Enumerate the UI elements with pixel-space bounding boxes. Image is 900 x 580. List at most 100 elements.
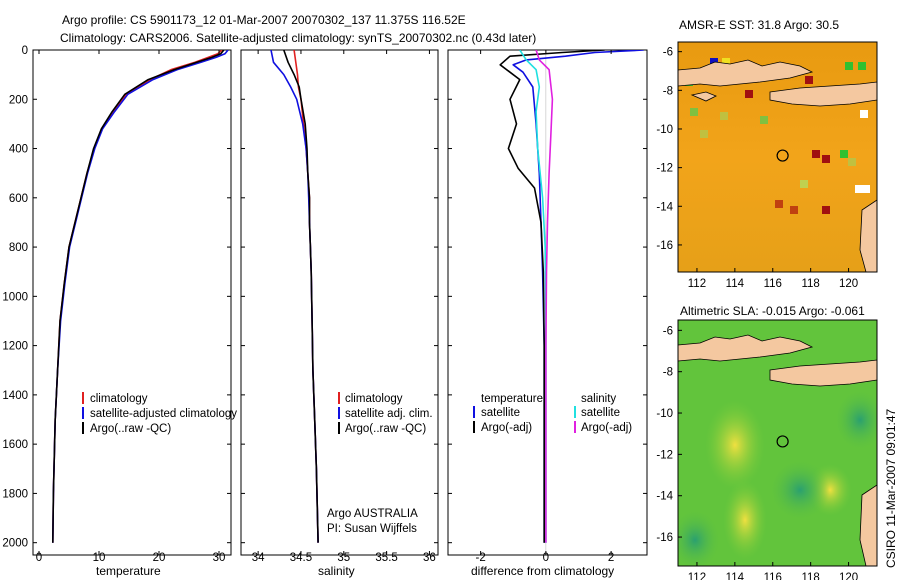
sla-map-frame bbox=[677, 319, 878, 567]
australia-land bbox=[859, 484, 877, 566]
series-line bbox=[283, 50, 319, 543]
temperature-panel bbox=[32, 49, 232, 556]
legend-sal-satellite: satellite bbox=[581, 407, 620, 419]
depth-tick-label: 2000 bbox=[2, 538, 28, 550]
depth-tick-label: 800 bbox=[9, 242, 28, 254]
sla-low bbox=[678, 510, 720, 566]
legend-climatology: climatology bbox=[90, 393, 148, 405]
legend-satellite-adjusted: satellite-adjusted climatology bbox=[90, 408, 237, 420]
sst-map-frame bbox=[677, 41, 878, 273]
lon-tick-label: 112 bbox=[688, 278, 706, 290]
salinity-xlabel: salinity bbox=[318, 564, 355, 578]
annotation-pi: PI: Susan Wijffels bbox=[327, 523, 417, 535]
lon-tick-label: 114 bbox=[726, 278, 745, 290]
lon-tick-label: 114 bbox=[726, 572, 745, 580]
island-land bbox=[690, 91, 717, 102]
x-tick-label: 35.5 bbox=[375, 552, 397, 564]
series-line bbox=[293, 50, 319, 543]
difference-legend: temperature satellite Argo(-adj) salinit… bbox=[473, 393, 632, 434]
sla-low bbox=[770, 460, 830, 520]
sst-cell bbox=[858, 62, 866, 70]
sst-cell bbox=[812, 150, 820, 158]
x-tick-label: 30 bbox=[213, 552, 226, 564]
depth-axis: 0 200 400 600 800 1000 1200 1400 1600 1800 2000 bbox=[2, 45, 647, 550]
sst-map-axes: 112 114 116 118 120 -6 -8 -10 -12 -14 -16 bbox=[656, 47, 858, 290]
salinity-panel bbox=[240, 49, 439, 556]
sst-cell bbox=[800, 180, 808, 188]
sst-cell bbox=[845, 62, 853, 70]
sst-cell bbox=[862, 185, 870, 193]
sst-cell bbox=[722, 58, 730, 66]
lat-tick-label: -12 bbox=[656, 449, 673, 461]
temperature-legend: climatology satellite-adjusted climatolo… bbox=[82, 392, 237, 435]
series-line bbox=[512, 50, 644, 543]
lat-tick-label: -6 bbox=[663, 325, 673, 337]
legend-title-salinity: salinity bbox=[581, 393, 616, 405]
lat-tick-label: -8 bbox=[663, 85, 673, 97]
difference-series bbox=[499, 50, 644, 555]
lat-tick-label: -16 bbox=[656, 532, 673, 544]
x-tick-label: -2 bbox=[476, 552, 486, 564]
depth-tick-label: 400 bbox=[9, 144, 28, 156]
depth-tick-label: 1000 bbox=[2, 291, 28, 303]
lon-tick-label: 118 bbox=[801, 278, 819, 290]
depth-tick-label: 0 bbox=[22, 45, 28, 57]
lat-tick-label: -14 bbox=[656, 201, 673, 213]
x-tick-label: 10 bbox=[93, 552, 106, 564]
lat-tick-label: -8 bbox=[663, 367, 673, 379]
x-tick-label: 35 bbox=[337, 552, 350, 564]
nusa-tenggara-land bbox=[769, 81, 877, 107]
legend-title-temperature: temperature bbox=[481, 393, 543, 405]
depth-tick-label: 1200 bbox=[2, 341, 28, 353]
sst-cell bbox=[860, 110, 868, 118]
lat-tick-label: -16 bbox=[656, 240, 673, 252]
depth-tick-label: 1600 bbox=[2, 439, 28, 451]
temperature-xlabel: temperature bbox=[96, 564, 161, 578]
series-line bbox=[52, 50, 229, 543]
x-tick-label: 2 bbox=[608, 552, 614, 564]
lat-tick-label: -12 bbox=[656, 163, 673, 175]
australia-land bbox=[859, 199, 877, 272]
lon-tick-label: 112 bbox=[688, 572, 706, 580]
lat-tick-label: -6 bbox=[663, 47, 673, 59]
x-tick-label: 34 bbox=[252, 552, 265, 564]
sst-cell bbox=[822, 155, 830, 163]
nusa-tenggara-land bbox=[769, 359, 877, 387]
sst-cell bbox=[790, 206, 798, 214]
sst-cell bbox=[855, 185, 863, 193]
series-line bbox=[499, 50, 605, 543]
lon-tick-label: 118 bbox=[801, 572, 819, 580]
sst-cell bbox=[840, 150, 848, 158]
x-tick-label: 34.5 bbox=[290, 552, 312, 564]
difference-panel bbox=[447, 49, 648, 556]
x-tick-label: 0 bbox=[543, 552, 549, 564]
sst-cell bbox=[690, 108, 698, 116]
java-land bbox=[678, 334, 814, 362]
sst-cell bbox=[822, 206, 830, 214]
sst-cell bbox=[775, 200, 783, 208]
sla-low bbox=[835, 390, 877, 450]
salinity-series bbox=[270, 50, 319, 543]
float-marker bbox=[776, 435, 789, 448]
lon-tick-label: 116 bbox=[764, 278, 782, 290]
legend-argo: Argo(..raw -QC) bbox=[345, 423, 426, 435]
sla-high bbox=[705, 400, 765, 490]
lon-tick-label: 120 bbox=[839, 278, 858, 290]
timestamp-stamp: CSIRO 11-Mar-2007 09:01:47 bbox=[884, 408, 898, 568]
depth-tick-label: 1800 bbox=[2, 488, 28, 500]
header-line-1: Argo profile: CS 5901173_12 01-Mar-2007 … bbox=[62, 13, 466, 27]
sst-map-title: AMSR-E SST: 31.8 Argo: 30.5 bbox=[679, 18, 839, 32]
sst-map bbox=[678, 42, 877, 272]
sla-map-title: Altimetric SLA: -0.015 Argo: -0.061 bbox=[680, 304, 865, 318]
sst-cell bbox=[700, 130, 708, 138]
series-line bbox=[519, 50, 547, 543]
legend-temp-argo: Argo(-adj) bbox=[481, 422, 532, 434]
sst-cell bbox=[720, 112, 728, 120]
lat-tick-label: -14 bbox=[656, 491, 673, 503]
lat-tick-label: -10 bbox=[656, 408, 673, 420]
legend-satellite-adj: satellite adj. clim. bbox=[345, 408, 433, 420]
series-line bbox=[535, 50, 554, 543]
depth-tick-label: 1400 bbox=[2, 390, 28, 402]
difference-xlabel: difference from climatology bbox=[471, 564, 614, 578]
lon-tick-label: 120 bbox=[839, 572, 858, 580]
